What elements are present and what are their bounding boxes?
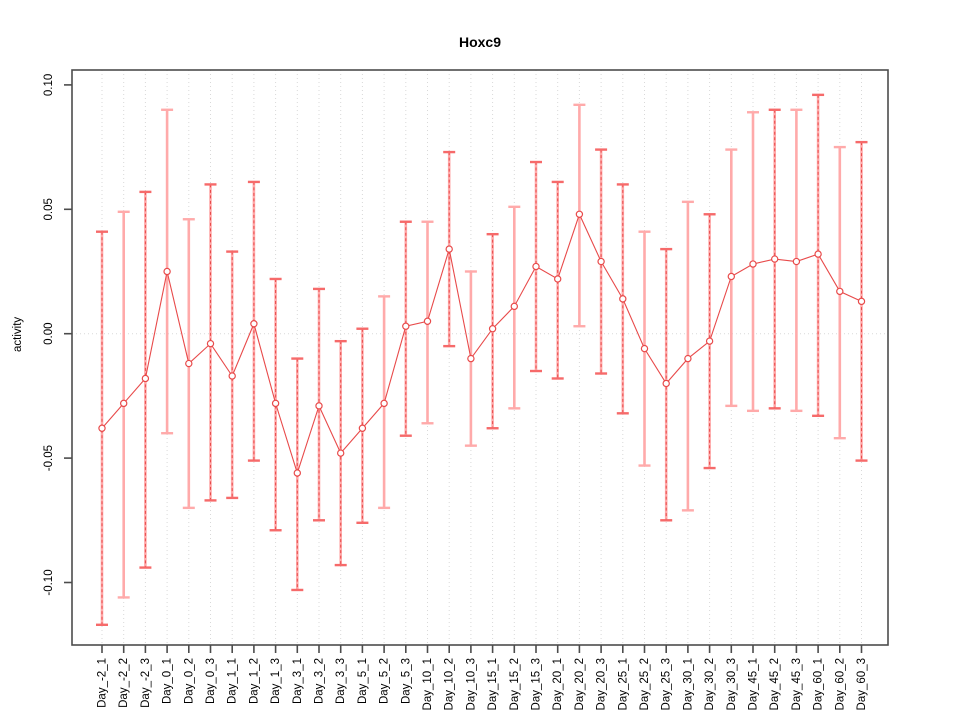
data-point-marker: [836, 287, 844, 296]
data-point-marker: [792, 257, 801, 266]
y-tick-label: -0.10: [43, 569, 55, 595]
x-tick-label: Day_15_2: [509, 658, 521, 710]
x-tick-label: Day_20_3: [596, 658, 608, 710]
data-point-marker: [141, 374, 150, 383]
x-tick-label: Day_1_1: [227, 658, 239, 704]
y-tick-label: 0.05: [43, 198, 55, 220]
data-point-marker: [771, 255, 779, 263]
data-point-marker: [98, 424, 106, 432]
x-tick-label: Day_0_1: [162, 658, 174, 704]
x-tick-label: Day_15_3: [531, 658, 543, 710]
data-point-marker: [293, 469, 301, 477]
data-point-marker: [488, 325, 497, 333]
x-tick-label: Day_10_2: [444, 658, 456, 710]
data-point-marker: [315, 402, 323, 410]
x-tick-label: Day_30_3: [726, 658, 738, 710]
data-point-marker: [727, 272, 736, 281]
x-tick-label: Day_5_2: [379, 658, 391, 704]
x-tick-label: Day_3_1: [292, 658, 304, 704]
x-tick-label: Day_25_1: [617, 658, 629, 710]
data-point-marker: [619, 295, 627, 303]
x-tick-label: Day_30_1: [682, 658, 694, 710]
y-tick-label: 0.00: [43, 323, 55, 345]
data-point-marker: [510, 302, 518, 311]
data-point-marker: [857, 297, 866, 306]
x-tick-label: Day_45_3: [791, 658, 803, 710]
x-tick-label: Day_20_1: [552, 658, 564, 710]
x-tick-label: Day_1_3: [270, 658, 282, 704]
x-tick-label: Day_3_3: [335, 658, 347, 704]
data-point-marker: [749, 260, 757, 268]
x-tick-label: Day_25_2: [639, 658, 651, 710]
x-tick-label: Day_60_1: [813, 658, 825, 710]
data-point-marker: [684, 354, 692, 363]
x-tick-label: Day_5_3: [400, 658, 412, 704]
data-point-marker: [554, 275, 562, 283]
x-tick-label: Day_10_3: [465, 658, 477, 710]
x-tick-label: Day_20_2: [574, 658, 586, 710]
series-line: [101, 212, 862, 475]
data-point-marker: [380, 399, 388, 408]
x-tick-label: Day_0_3: [205, 658, 217, 704]
data-point-marker: [402, 322, 410, 330]
data-point-marker: [119, 399, 128, 408]
data-point-marker: [467, 354, 475, 363]
data-point-marker: [640, 344, 649, 353]
data-point-marker: [250, 320, 258, 328]
x-tick-label: Day_-2_1: [97, 658, 109, 708]
x-tick-label: Day_3_2: [314, 658, 326, 704]
data-point-marker: [532, 262, 540, 271]
x-tick-label: Day_60_2: [834, 658, 846, 710]
x-tick-label: Day_15_1: [487, 658, 499, 710]
data-point-marker: [228, 372, 236, 380]
data-point-marker: [662, 379, 670, 388]
x-tick-label: Day_-2_2: [118, 658, 130, 708]
x-tick-label: Day_-2_3: [140, 658, 152, 708]
x-tick-label: Day_1_2: [248, 658, 260, 704]
x-tick-label: Day_0_2: [183, 658, 195, 704]
data-point-marker: [445, 245, 453, 253]
data-point-marker: [206, 339, 215, 348]
y-tick-label: 0.10: [43, 74, 55, 96]
y-tick-label: -0.05: [43, 445, 55, 471]
x-tick-label: Day_5_1: [357, 658, 369, 704]
x-tick-label: Day_45_1: [748, 658, 760, 710]
data-point-marker: [814, 250, 822, 258]
data-point-marker: [163, 267, 171, 276]
x-tick-label: Day_10_1: [422, 658, 434, 710]
data-point-marker: [358, 424, 367, 432]
data-point-marker: [705, 337, 714, 345]
data-point-marker: [185, 359, 193, 368]
data-point-marker: [597, 257, 605, 266]
x-tick-label: Day_45_2: [769, 658, 781, 710]
data-point-marker: [271, 399, 280, 408]
data-point-marker: [575, 210, 584, 218]
plot-border: [71, 69, 889, 646]
x-tick-label: Day_25_3: [661, 658, 673, 710]
chart-title: Hoxc9: [458, 34, 502, 50]
x-tick-label: Day_30_2: [704, 658, 716, 710]
x-tick-label: Day_60_3: [856, 658, 868, 710]
data-point-marker: [337, 449, 345, 457]
data-point-marker: [423, 317, 432, 325]
